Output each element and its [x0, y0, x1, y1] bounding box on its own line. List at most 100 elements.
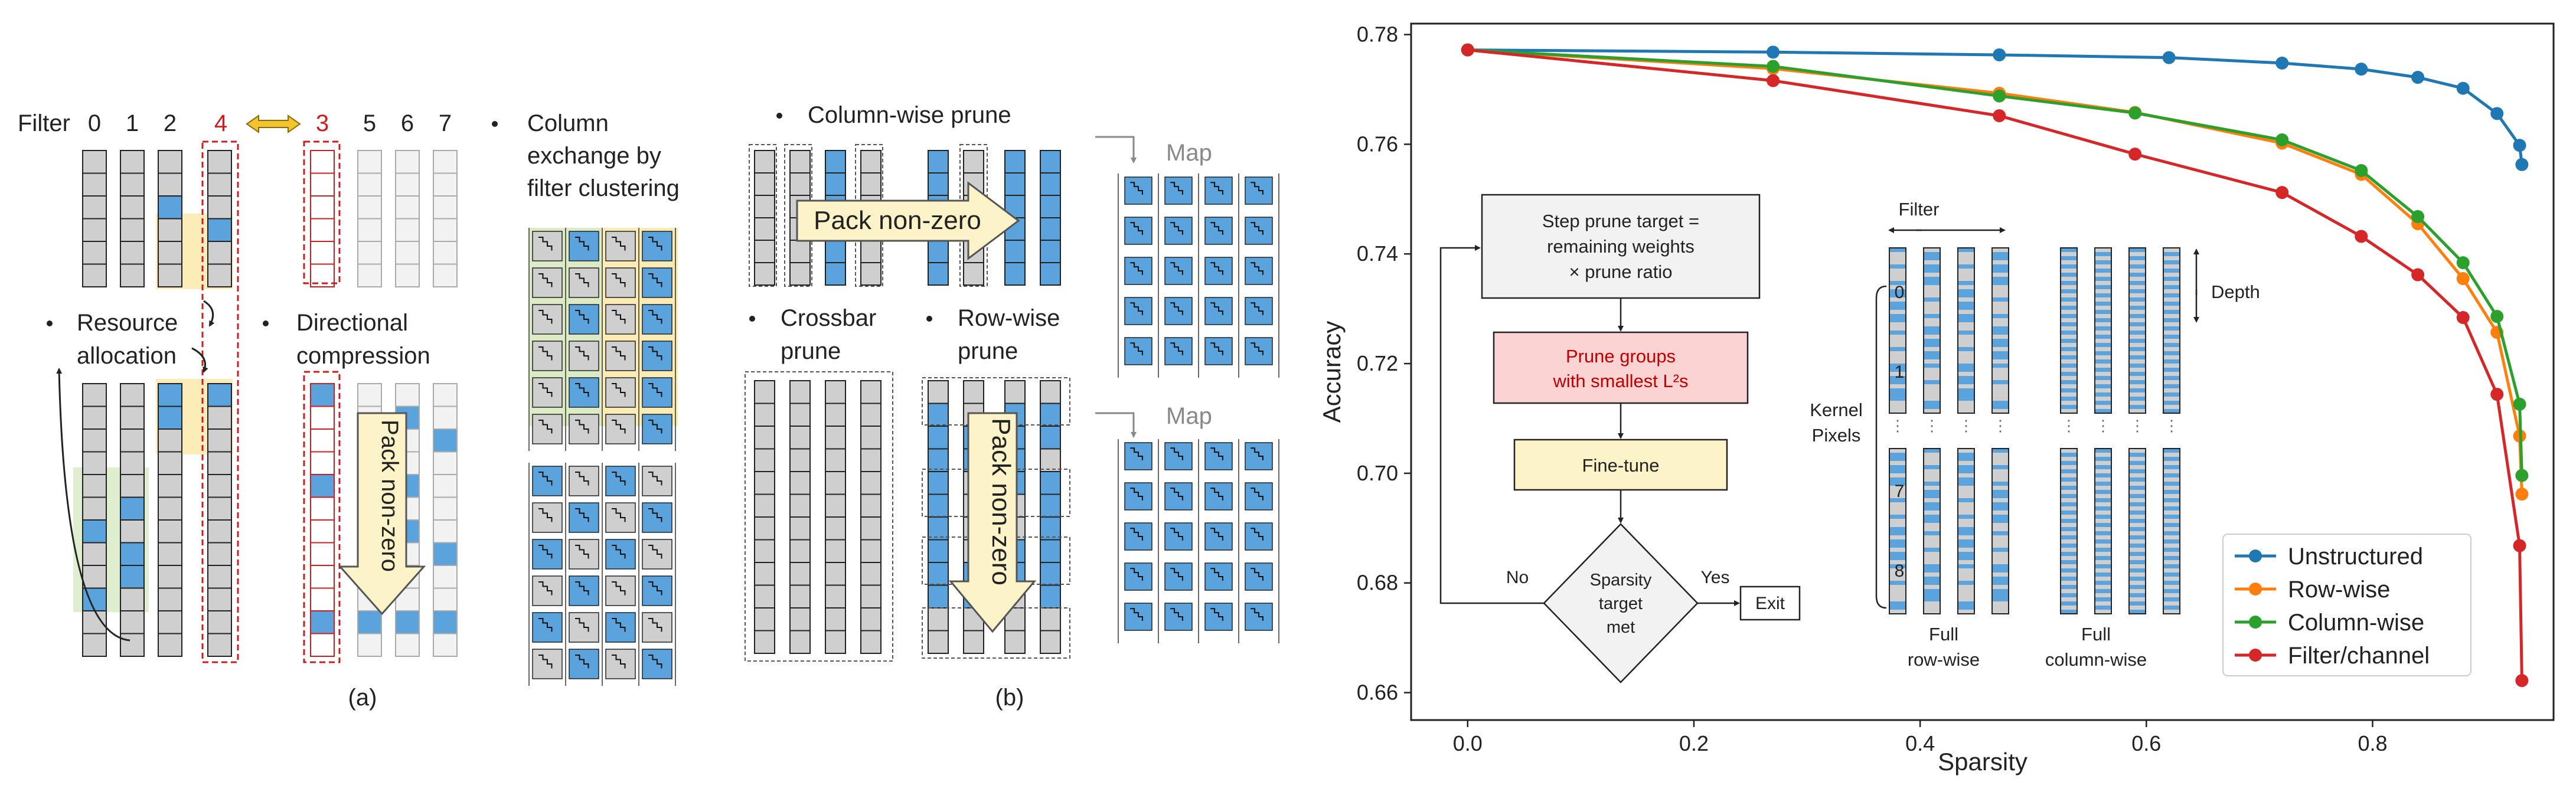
kernel-cell: [1924, 498, 1940, 502]
kernel-cell: [1992, 577, 2009, 581]
kernel-cell: [1889, 531, 1906, 535]
ellipsis-glyph: ⋮: [1993, 417, 2008, 434]
memristor-glyph: [538, 346, 553, 361]
prune-cell: [928, 562, 949, 586]
kernel-cell: [2129, 322, 2146, 326]
kernel-cell: [1992, 597, 2009, 601]
kernel-cell: [2129, 306, 2146, 310]
kernel-cell: [2129, 449, 2146, 453]
kernel-cell: [1958, 318, 1974, 322]
filter-cell: [82, 172, 107, 197]
filter-cell: [158, 195, 182, 220]
kernel-cell: [1924, 318, 1940, 322]
filter-cell: [120, 150, 145, 174]
kernel-cell: [2095, 502, 2111, 506]
kernel-cell: [1924, 281, 1940, 285]
memristor-glyph: [1170, 182, 1183, 195]
kernel-cell: [2095, 560, 2111, 564]
kernel-cell: [1924, 368, 1940, 372]
kernel-cell: [1958, 351, 1974, 355]
memristor-glyph: [648, 237, 662, 251]
kernel-cell: [1924, 289, 1940, 293]
kernel-cell: [2095, 606, 2111, 610]
kernel-cell: [2061, 572, 2077, 577]
kernel-cell: [1889, 494, 1906, 498]
kernel-cell: [1924, 273, 1940, 277]
kernel-cell: [2061, 589, 2077, 593]
bullet-column-exchange: [492, 121, 498, 127]
filter-cell: [207, 428, 232, 453]
ellipsis-glyph: ⋮: [2095, 417, 2111, 434]
kernel-cell: [2095, 302, 2111, 306]
column-exchange-line1: Column: [527, 110, 609, 136]
memristor-glyph: [1170, 262, 1183, 275]
kernel-cell: [1958, 552, 1974, 556]
kernel-cell: [1958, 453, 1974, 457]
kernel-cell: [1958, 531, 1974, 535]
filter-cell: [82, 150, 107, 174]
data-point: [2355, 164, 2368, 178]
kernel-cell: [1992, 535, 2009, 539]
kernel-cell: [2129, 601, 2146, 606]
prune-cell: [789, 150, 811, 174]
filter-cell: [433, 633, 458, 657]
kernel-cell: [2163, 401, 2180, 405]
kernel-cell: [1992, 339, 2009, 343]
kernel-cell: [2129, 465, 2146, 469]
mapped-crossbars-bottom: [1118, 439, 1279, 643]
bullet-directional: [263, 320, 269, 326]
swap-arrow-icon: [246, 114, 301, 133]
kernel-cell: [1992, 498, 2009, 502]
data-point: [2490, 107, 2504, 120]
filter-grid-bottom: [82, 383, 232, 657]
filter-index-1: 1: [126, 110, 139, 136]
kernel-cell: [2061, 473, 2077, 477]
filter-cell: [120, 428, 145, 453]
kernel-cell: [1924, 351, 1940, 355]
kernel-cell: [2095, 368, 2111, 372]
kernel-cell: [2129, 473, 2146, 477]
kernel-cell: [2095, 519, 2111, 523]
inset-depth-label: Depth: [2211, 282, 2260, 302]
kernel-cell: [1992, 589, 2009, 593]
kernel-cell: [2163, 515, 2180, 519]
kernel-cell: [2163, 351, 2180, 355]
kernel-cell: [1958, 539, 1974, 544]
x-axis-label: Sparsity: [1938, 748, 2028, 776]
kernel-cell: [1889, 310, 1906, 314]
kernel-cell: [2163, 610, 2180, 614]
kernel-cell: [2061, 372, 2077, 376]
kernel-cell: [1889, 523, 1906, 527]
prune-cell: [825, 493, 846, 518]
kernel-cell: [2163, 252, 2180, 256]
kernel-cell: [2163, 568, 2180, 572]
kernel-cell: [1889, 285, 1906, 289]
kernel-cell: [1992, 335, 2009, 339]
kernel-cell: [1924, 297, 1940, 302]
filter-cell: [357, 263, 382, 287]
full-row-wise-line2: row-wise: [1908, 649, 1980, 670]
prune-cell: [825, 240, 846, 263]
kernel-cell: [1924, 248, 1940, 252]
kernel-cell: [1958, 585, 1974, 589]
kernel-cell: [1992, 564, 2009, 568]
memristor-glyph: [575, 346, 589, 361]
prune-cell: [825, 403, 846, 427]
kernel-cell: [1889, 273, 1906, 277]
filter-cell: [158, 542, 182, 566]
prune-cell: [754, 403, 775, 427]
y-tick-label: 0.78: [1357, 22, 1398, 47]
map-arrow-bottom: [1095, 412, 1137, 438]
memristor-glyph: [1130, 262, 1143, 275]
kernel-cell: [1889, 293, 1906, 297]
memristor-glyph: [1251, 528, 1263, 541]
filter-cell: [207, 405, 232, 430]
filter-cell: [82, 241, 107, 265]
kernel-cell: [2061, 556, 2077, 560]
kernel-cell: [1992, 568, 2009, 572]
kernel-cell: [2129, 388, 2146, 392]
kernel-cell: [2129, 326, 2146, 331]
filter-cell: [433, 542, 458, 566]
memristor-glyph: [612, 310, 626, 324]
memristor-glyph: [1210, 528, 1223, 541]
